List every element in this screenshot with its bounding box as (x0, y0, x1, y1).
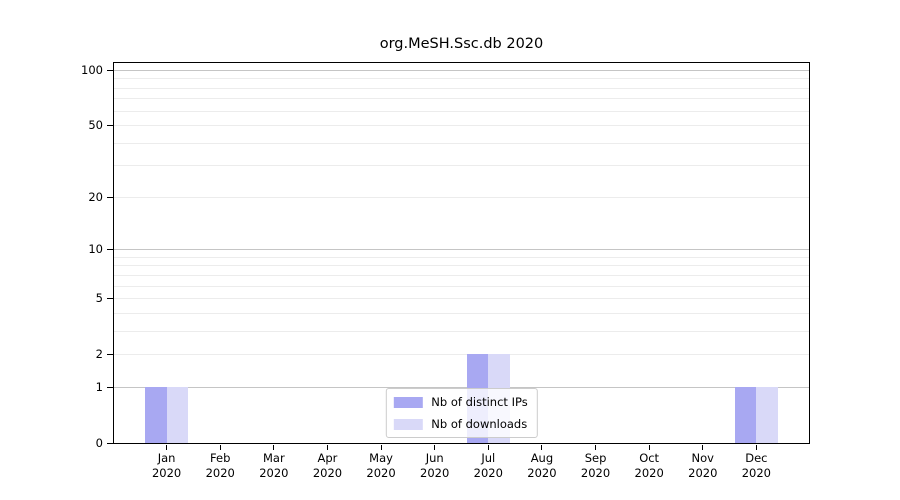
y-tick-label: 2 (95, 347, 103, 362)
bar-dec-downloads (756, 386, 778, 443)
y-tick-label: 50 (88, 118, 103, 133)
x-tick-month: Jun (425, 451, 444, 465)
x-tick-month: Sep (584, 451, 607, 465)
minor-gridline (114, 285, 809, 287)
chart-title: org.MeSH.Ssc.db 2020 (379, 36, 544, 52)
legend-swatch (393, 396, 423, 408)
bar-dec-ips (734, 386, 757, 443)
x-tick-label: May 2020 (349, 451, 413, 481)
y-tick (107, 70, 113, 71)
major-gridline (114, 70, 809, 71)
x-tick (648, 445, 650, 450)
minor-gridline (114, 78, 809, 80)
x-tick (380, 445, 382, 450)
x-tick-year: 2020 (312, 466, 343, 480)
legend-item: Nb of downloads (393, 417, 527, 431)
minor-gridline (114, 196, 809, 198)
legend-label: Nb of distinct IPs (431, 395, 528, 409)
x-tick-month: Feb (210, 451, 231, 465)
x-tick-month: Jan (157, 451, 176, 465)
legend-label: Nb of downloads (431, 417, 528, 431)
gridlines-layer (114, 63, 809, 443)
x-tick (326, 445, 328, 450)
x-tick-year: 2020 (473, 466, 503, 480)
minor-gridline (114, 87, 809, 89)
minor-gridline (114, 256, 809, 258)
minor-gridline (114, 265, 809, 267)
y-tick-label: 100 (81, 63, 103, 77)
x-tick-year: 2020 (688, 466, 718, 480)
x-tick (166, 445, 168, 450)
x-tick-year: 2020 (420, 466, 450, 480)
x-tick-month: Mar (262, 451, 285, 465)
y-tick (107, 386, 113, 388)
x-tick-month: Apr (317, 451, 338, 465)
x-tick-year: 2020 (151, 466, 182, 480)
bar-jan-downloads (166, 386, 189, 443)
x-tick-label: Apr 2020 (295, 451, 359, 481)
y-tick (107, 196, 113, 198)
minor-gridline (114, 312, 809, 314)
x-tick-label: Jan 2020 (135, 451, 199, 481)
x-tick-year: 2020 (741, 466, 772, 480)
x-tick (434, 445, 436, 450)
major-gridline (114, 249, 809, 251)
y-tick (107, 249, 113, 251)
x-tick (702, 445, 704, 450)
x-tick-label: Oct 2020 (617, 451, 681, 481)
minor-gridline (114, 98, 809, 100)
x-tick-label: Aug 2020 (510, 451, 574, 481)
y-tick (107, 354, 113, 356)
y-tick-label: 5 (95, 291, 103, 306)
legend-swatch (393, 418, 423, 430)
x-tick-label: Dec 2020 (724, 451, 788, 481)
minor-gridline (114, 298, 809, 300)
x-tick-label: Nov 2020 (671, 451, 735, 481)
x-tick-year: 2020 (580, 466, 611, 480)
x-tick (595, 445, 597, 450)
x-tick-year: 2020 (205, 466, 235, 480)
bar-jan-ips (145, 386, 167, 443)
legend: Nb of distinct IPs Nb of downloads (385, 388, 538, 438)
x-tick (219, 445, 221, 450)
y-tick (107, 443, 113, 444)
y-tick-label: 20 (88, 189, 103, 204)
minor-gridline (114, 125, 809, 127)
x-tick-month: Nov (691, 451, 714, 465)
y-tick-label: 1 (95, 379, 103, 394)
x-tick (487, 445, 489, 450)
minor-gridline (114, 354, 809, 356)
x-tick-label: Mar 2020 (242, 451, 306, 481)
x-tick (273, 445, 275, 450)
x-tick-label: Feb 2020 (188, 451, 252, 481)
y-tick (107, 298, 113, 300)
x-tick-year: 2020 (527, 466, 557, 480)
x-tick-year: 2020 (366, 466, 396, 480)
y-tick (107, 125, 113, 127)
bars-layer (114, 63, 809, 443)
minor-gridline (114, 142, 809, 144)
x-tick-month: Jul (481, 451, 496, 465)
minor-gridline (114, 274, 809, 276)
y-tick-label: 0 (95, 436, 103, 450)
x-tick-year: 2020 (259, 466, 289, 480)
x-tick-month: Dec (745, 451, 768, 465)
minor-gridline (114, 330, 809, 332)
x-tick-month: Oct (639, 451, 660, 465)
x-tick-label: Jun 2020 (403, 451, 467, 481)
x-tick-year: 2020 (634, 466, 664, 480)
x-tick (755, 445, 757, 450)
x-tick-label: Jul 2020 (456, 451, 520, 481)
x-tick-month: May (369, 451, 393, 465)
minor-gridline (114, 165, 809, 167)
plot-area: Nb of distinct IPs Nb of downloads (113, 62, 810, 444)
x-tick-month: Aug (530, 451, 554, 465)
major-gridline (114, 386, 809, 388)
x-tick (541, 445, 543, 450)
y-tick-label: 10 (88, 242, 103, 257)
legend-item: Nb of distinct IPs (393, 395, 528, 409)
x-tick-label: Sep 2020 (564, 451, 628, 481)
minor-gridline (114, 110, 809, 112)
